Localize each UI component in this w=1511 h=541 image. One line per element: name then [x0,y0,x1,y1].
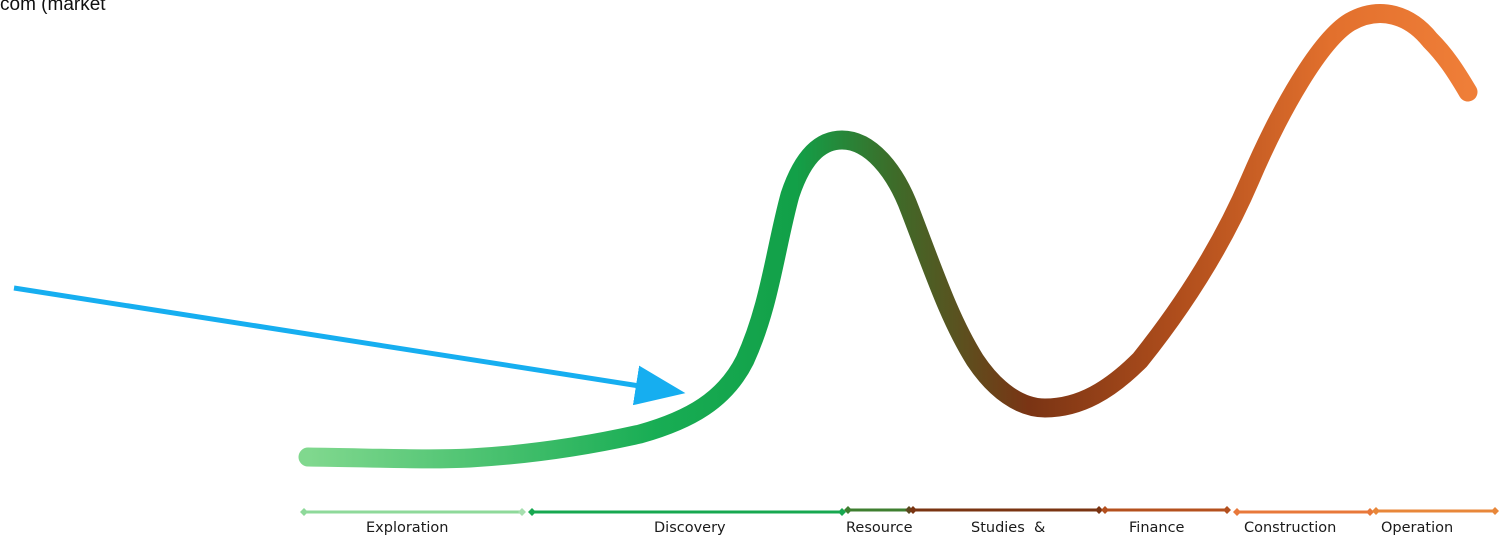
stage-label-resource: Resource [846,520,913,536]
stage-label-construction: Construction [1244,520,1337,536]
timeline-markers [300,506,1499,516]
stage-label-discovery: Discovery [654,520,726,536]
pointer-arrow [13,285,686,406]
lifecycle-curve [298,4,1478,469]
corner-text: com (market [0,0,106,15]
stage-label-finance: Finance [1129,520,1185,536]
stage-timeline [300,506,1499,516]
stage-label-exploration: Exploration [366,520,449,536]
stage-label-operation: Operation [1381,520,1454,536]
stage-label-studies: Studies & [971,520,1046,536]
